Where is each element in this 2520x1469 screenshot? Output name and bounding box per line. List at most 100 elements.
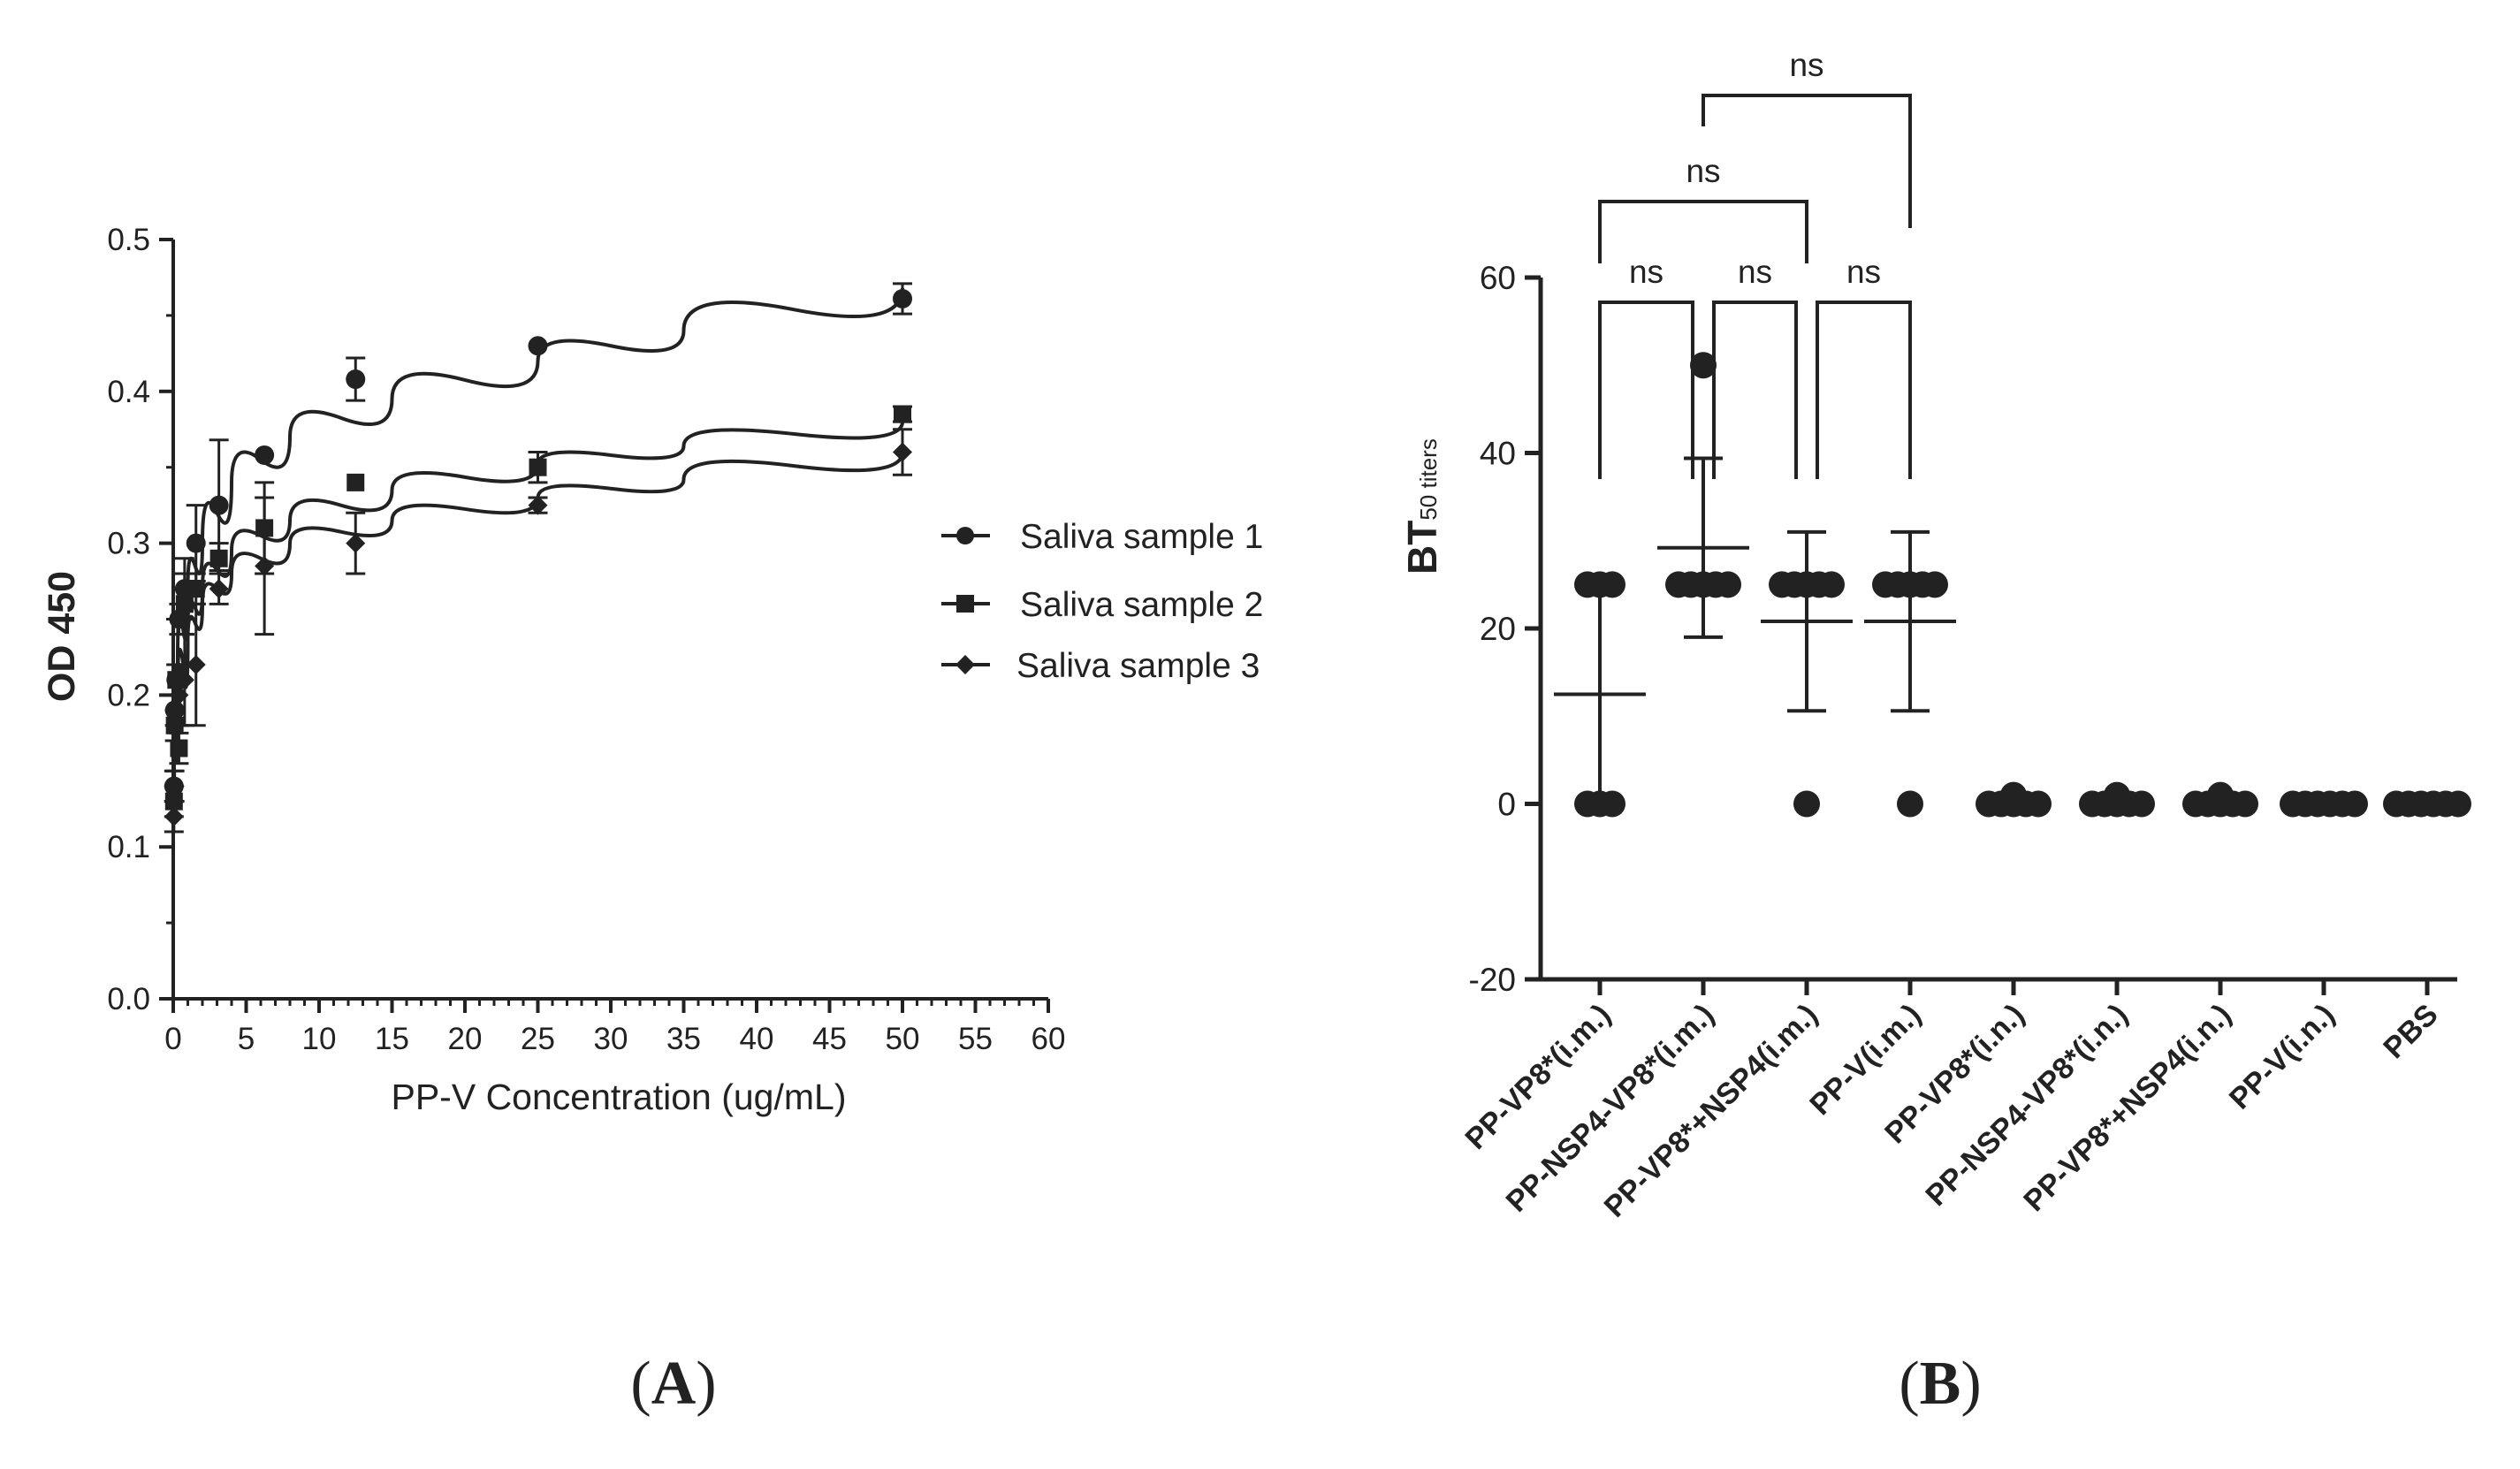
data-point-series-3	[164, 806, 184, 826]
panel-a-chart: 0 5 10 15 20 25 30 35 40 45 50 55 60 0.0 0.1 0.2 0.3 0.4 0…	[41, 223, 1263, 1117]
panel-a-y-tick-label: 0.2	[107, 678, 150, 712]
panel-a-axes	[171, 240, 1048, 1001]
panel-b-data-point	[2232, 790, 2258, 818]
legend-square-marker	[956, 595, 974, 613]
panel-b-mean-sd-bars	[1554, 456, 1956, 806]
panel-b-axes	[1538, 278, 2457, 982]
data-point-series-3	[169, 685, 189, 705]
data-point-series-3	[164, 776, 185, 796]
data-point-series-2	[894, 405, 911, 423]
panel-b-data-point	[2445, 790, 2471, 818]
panel-b-bracket	[1702, 94, 1912, 228]
data-point-series-1	[209, 495, 229, 515]
panel-b-bracket	[1712, 301, 1798, 479]
panel-b-bracket	[1598, 200, 1808, 263]
panel-a-x-tick-label: 25	[521, 1022, 555, 1056]
legend-diamond-marker	[955, 655, 975, 674]
panel-a-x-axis-label: PP-V Concentration (ug/mL)	[391, 1077, 846, 1117]
panel-a-x-tick-label: 60	[1032, 1022, 1066, 1056]
panel-a-legend: Saliva sample 1 Saliva sample 2 Saliva s…	[941, 518, 1263, 685]
data-point-series-1	[528, 336, 548, 356]
panel-b-y-tick-label: 40	[1480, 436, 1516, 472]
data-point-series-1	[893, 289, 912, 309]
panel-b-data-point	[2341, 790, 2368, 818]
panel-b-bracket-label: ns	[1846, 254, 1881, 290]
panel-b-y-tick-label: -20	[1469, 962, 1516, 998]
fit-curve-series-3	[171, 452, 904, 787]
data-point-series-1	[186, 533, 206, 553]
data-point-series-2	[529, 458, 547, 476]
panel-b-y-label-main: BT	[1399, 521, 1445, 575]
legend-label-3: Saliva sample 3	[1016, 647, 1260, 685]
svg-text:BT50 titers: BT50 titers	[1399, 438, 1445, 575]
panel-b-data-points	[1574, 352, 2471, 818]
panel-b-category-labels: PP-VP8*(i.m.)PP-NSP4-VP8*(i.m.)PP-VP8*+N…	[1458, 998, 2444, 1224]
panel-a-x-tick-label: 0	[164, 1022, 181, 1056]
panel-b-significance-brackets: ns ns ns ns ns	[1598, 47, 1912, 479]
data-point-series-3	[174, 670, 194, 690]
panel-b-category-label: PP-VP8*+NSP4(i.m.)	[1598, 998, 1824, 1224]
legend-item-saliva-sample-2: Saliva sample 2	[941, 586, 1263, 624]
data-point-series-3	[166, 700, 187, 720]
panel-a-y-tick-label: 0.0	[107, 982, 150, 1016]
panel-a-x-tick-label: 55	[958, 1022, 993, 1056]
data-point-series-2	[175, 595, 194, 613]
panel-b-y-tick-label: 20	[1480, 611, 1516, 647]
data-point-series-1	[346, 369, 366, 390]
panel-b-data-point	[2000, 781, 2027, 809]
panel-b-bracket-label: ns	[1789, 47, 1823, 83]
data-point-series-3	[186, 655, 206, 675]
panel-b-bracket	[1598, 301, 1694, 479]
panel-a-x-tick-label: 10	[302, 1022, 337, 1056]
panel-b-chart: -20 0 20 40 60 PP-VP8*(i.m.)PP-NSP4-VP8*(i.m…	[1399, 47, 2471, 1224]
panel-b-y-label-sub: 50 titers	[1415, 438, 1442, 521]
legend-circle-marker	[956, 527, 974, 544]
panel-a-x-tick-label: 15	[375, 1022, 409, 1056]
panel-a-y-tick-label: 0.4	[107, 375, 150, 409]
panel-label-a: (A)	[630, 1350, 716, 1418]
panel-a-x-tick-label: 40	[740, 1022, 774, 1056]
panel-b-data-point	[2104, 781, 2130, 809]
panel-a-x-tick-label: 35	[666, 1022, 701, 1056]
panel-b-y-axis-label: BT50 titers	[1399, 438, 1445, 575]
data-point-series-2	[165, 716, 184, 734]
data-point-series-1	[255, 445, 275, 465]
panel-b-category-label: PBS	[2377, 998, 2444, 1065]
data-point-series-3	[893, 442, 912, 462]
data-point-series-2	[209, 549, 228, 567]
panel-a-x-tick-label: 5	[238, 1022, 255, 1056]
panel-a-x-tick-label: 45	[812, 1022, 847, 1056]
panel-b-data-point	[1715, 571, 1741, 598]
data-point-series-3	[255, 556, 275, 576]
panel-b-ticks: -20 0 20 40 60	[1469, 260, 2430, 998]
panel-b-data-point	[1818, 571, 1845, 598]
panel-label-a-text: (A)	[630, 1350, 716, 1418]
panel-a-x-tick-label: 30	[594, 1022, 628, 1056]
panel-b-data-point	[2128, 790, 2155, 818]
panel-b-data-point	[1922, 571, 1948, 598]
legend-item-saliva-sample-1: Saliva sample 1	[941, 518, 1263, 556]
panel-b-bracket-label: ns	[1686, 153, 1720, 189]
panel-b-y-tick-label: 0	[1497, 787, 1516, 823]
panel-a-data-points	[164, 289, 912, 826]
panel-b-bracket-label: ns	[1738, 254, 1772, 290]
data-point-series-2	[346, 473, 365, 491]
legend-label-2: Saliva sample 2	[1020, 586, 1263, 624]
panel-a-x-tick-label: 50	[886, 1022, 920, 1056]
panel-a-y-axis-label: OD 450	[41, 571, 83, 702]
panel-a-ticks: 0 5 10 15 20 25 30 35 40 45 50 55 60 0.0 0.1 0.2 0.3 0.4 0…	[107, 223, 1065, 1056]
panel-b-category-label: PP-V(i.n.)	[2223, 998, 2341, 1116]
panel-label-b-text: (B)	[1899, 1350, 1981, 1418]
data-point-series-3	[346, 533, 366, 553]
panel-a-x-tick-label: 20	[448, 1022, 483, 1056]
panel-b-category-label: PP-NSP4-VP8*(i.m.)	[1500, 998, 1721, 1219]
panel-a-fit-curves	[171, 287, 904, 787]
panel-b-data-point	[1897, 790, 1923, 818]
legend-label-1: Saliva sample 1	[1020, 518, 1263, 556]
panel-b-bracket	[1816, 301, 1912, 479]
legend-item-saliva-sample-3: Saliva sample 3	[941, 647, 1260, 685]
panel-b-data-point	[1793, 790, 1820, 818]
data-point-series-2	[170, 739, 188, 757]
data-point-series-2	[255, 519, 274, 537]
fit-curve-series-2	[171, 421, 904, 772]
